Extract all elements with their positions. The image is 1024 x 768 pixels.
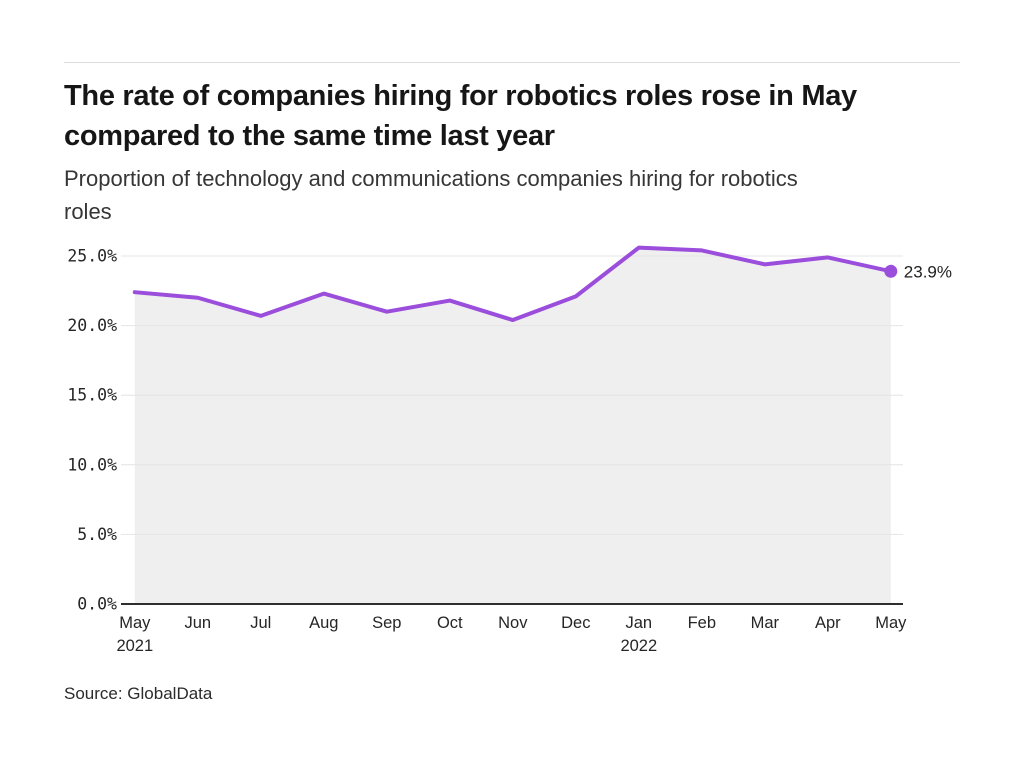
x-tick-label: Aug	[309, 614, 338, 632]
y-tick-label: 15.0%	[67, 386, 117, 405]
chart-subtitle: Proportion of technology and communicati…	[64, 162, 798, 228]
line-chart: 0.0% 5.0% 10.0% 15.0% 20.0% 25.0% May Jun Jul Aug…	[67, 245, 952, 655]
year-label: 2022	[620, 637, 657, 655]
year-label: 2021	[116, 637, 153, 655]
end-point-dot	[884, 264, 898, 278]
chart-subtitle-line2: roles	[64, 199, 112, 224]
y-tick-label: 0.0%	[77, 595, 117, 614]
chart-title-line1: The rate of companies hiring for robotic…	[64, 80, 857, 112]
y-tick-label: 25.0%	[67, 247, 117, 266]
data-line	[132, 245, 893, 323]
x-tick-label: Dec	[561, 614, 590, 632]
top-divider	[64, 62, 960, 63]
x-tick-label: May	[119, 614, 151, 632]
chart-title: The rate of companies hiring for robotic…	[64, 76, 857, 156]
x-tick-label: Apr	[815, 614, 841, 632]
x-tick-label: Sep	[372, 614, 401, 632]
x-tick-label: Oct	[437, 614, 463, 632]
y-tick-label: 20.0%	[67, 316, 117, 335]
x-tick-label: Feb	[688, 614, 716, 632]
chart-subtitle-line1: Proportion of technology and communicati…	[64, 166, 798, 191]
x-tick-label: May	[875, 614, 907, 632]
y-tick-label: 5.0%	[77, 525, 117, 544]
x-tick-label: Nov	[498, 614, 528, 632]
plot-area-fill	[134, 247, 891, 604]
x-tick-label: Mar	[751, 614, 780, 632]
source-note: Source: GlobalData	[64, 684, 213, 703]
x-tick-label: Jan	[625, 614, 652, 632]
chart-title-line2: compared to the same time last year	[64, 120, 555, 152]
x-tick-label: Jul	[250, 614, 271, 632]
y-tick-label: 10.0%	[67, 455, 117, 474]
x-tick-label: Jun	[184, 614, 211, 632]
end-value-label: 23.9%	[904, 262, 952, 281]
